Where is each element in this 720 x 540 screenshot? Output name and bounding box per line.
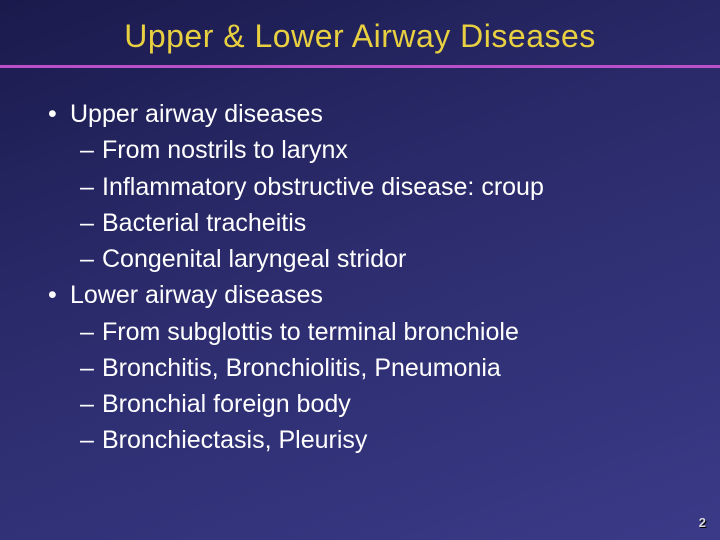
slide-body: Upper airway diseases From nostrils to l… <box>40 96 680 459</box>
slide-title: Upper & Lower Airway Diseases <box>40 18 680 55</box>
bullet-l2: Bronchial foreign body <box>48 386 680 422</box>
bullet-l1: Upper airway diseases <box>48 96 680 132</box>
bullet-l2: From subglottis to terminal bronchiole <box>48 314 680 350</box>
bullet-l2: Inflammatory obstructive disease: croup <box>48 169 680 205</box>
bullet-l1: Lower airway diseases <box>48 277 680 313</box>
page-number: 2 <box>699 515 706 530</box>
bullet-l2: Bronchitis, Bronchiolitis, Pneumonia <box>48 350 680 386</box>
title-underline <box>0 65 720 68</box>
bullet-l2: Bacterial tracheitis <box>48 205 680 241</box>
bullet-l2: From nostrils to larynx <box>48 132 680 168</box>
slide: Upper & Lower Airway Diseases Upper airw… <box>0 0 720 540</box>
bullet-l2: Congenital laryngeal stridor <box>48 241 680 277</box>
bullet-l2: Bronchiectasis, Pleurisy <box>48 422 680 458</box>
